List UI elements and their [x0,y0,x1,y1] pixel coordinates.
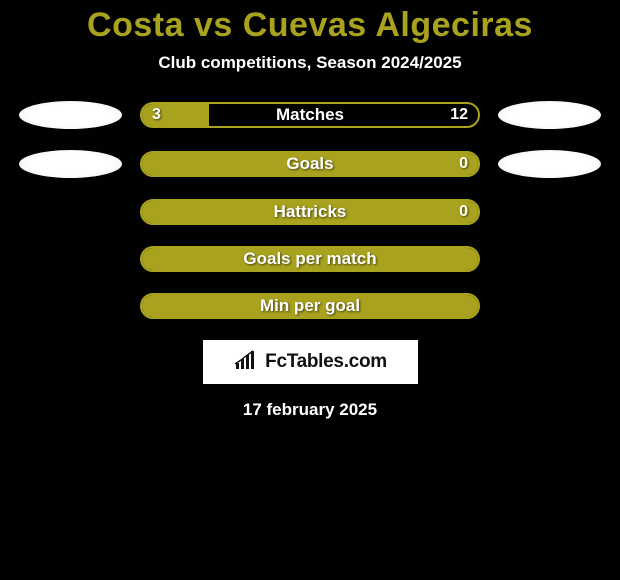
logo-text: FcTables.com [265,351,387,373]
stat-row-hattricks: 0Hattricks [0,199,620,225]
bar-chart-icon [233,349,261,376]
crest-left [19,150,122,178]
date-footer: 17 february 2025 [0,400,620,420]
fctables-logo[interactable]: FcTables.com [203,340,418,384]
page-title: Costa vs Cuevas Algeciras [0,6,620,45]
stat-bar-hattricks: 0Hattricks [140,199,480,225]
crest-left [19,101,122,129]
stat-bar-mpg: Min per goal [140,293,480,319]
crest-right [498,101,601,129]
fill-left [142,295,478,317]
stat-bar-gpm: Goals per match [140,246,480,272]
value-right: 12 [450,106,468,124]
stat-row-goals: 0Goals [0,150,620,178]
stat-bar-goals: 0Goals [140,151,480,177]
fill-left [142,248,478,270]
fill-left [142,153,478,175]
fill-left [142,104,209,126]
stat-row-gpm: Goals per match [0,246,620,272]
subtitle: Club competitions, Season 2024/2025 [0,53,620,73]
stat-bar-matches: 312Matches [140,102,480,128]
stat-row-mpg: Min per goal [0,293,620,319]
fill-left [142,201,478,223]
stat-row-matches: 312Matches [0,101,620,129]
crest-right [498,150,601,178]
